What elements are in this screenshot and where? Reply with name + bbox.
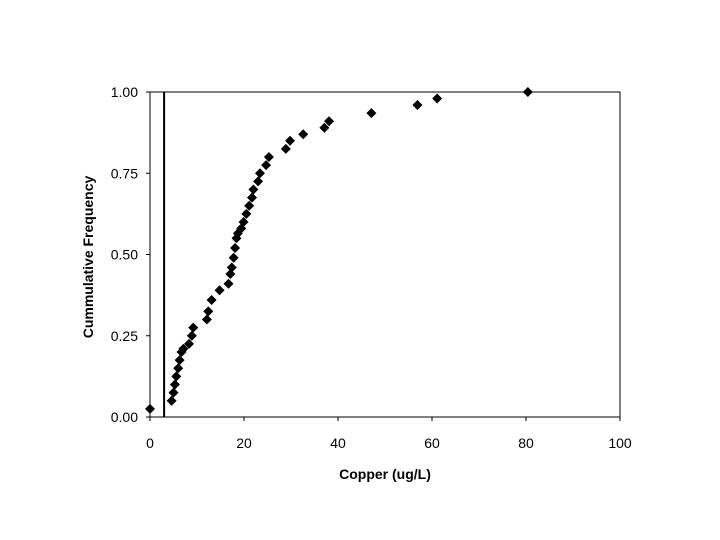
y-axis-ticks: 0.00 0.25 0.50 0.75 1.00 xyxy=(111,84,150,425)
data-point xyxy=(298,129,309,140)
y-tick-label: 0.50 xyxy=(111,247,138,263)
data-point xyxy=(238,217,249,227)
data-point xyxy=(169,379,180,390)
data-point xyxy=(285,135,296,146)
x-tick-label: 0 xyxy=(146,435,154,451)
data-point xyxy=(188,322,199,333)
plot-area xyxy=(149,91,621,418)
data-point xyxy=(412,100,423,110)
data-point xyxy=(201,314,212,325)
y-tick-label: 1.00 xyxy=(111,84,138,100)
data-point xyxy=(248,184,259,195)
data-point xyxy=(246,192,257,203)
data-point xyxy=(244,200,255,211)
data-point xyxy=(166,395,177,406)
y-tick-label: 0.00 xyxy=(111,409,138,425)
x-tick-label: 40 xyxy=(330,435,346,451)
y-axis-title: Cummulative Frequency xyxy=(80,175,96,338)
data-point xyxy=(184,338,195,349)
data-point xyxy=(214,285,225,296)
x-tick-label: 80 xyxy=(518,435,534,451)
y-tick-label: 0.75 xyxy=(111,165,138,181)
x-tick-label: 60 xyxy=(424,435,440,451)
data-point xyxy=(366,108,377,119)
data-point xyxy=(253,176,264,187)
data-points xyxy=(145,87,533,414)
x-axis-title: Copper (ug/L) xyxy=(339,466,431,482)
data-point xyxy=(319,122,330,133)
y-tick-label: 0.25 xyxy=(111,328,138,344)
data-point xyxy=(241,208,252,219)
data-point xyxy=(280,143,291,154)
data-point xyxy=(261,160,272,171)
data-point xyxy=(226,262,237,273)
x-tick-label: 100 xyxy=(608,435,632,451)
data-point xyxy=(174,355,185,366)
data-point xyxy=(206,295,217,305)
data-point xyxy=(228,252,239,263)
data-point xyxy=(254,168,265,179)
data-point xyxy=(186,330,197,341)
data-point xyxy=(324,116,335,127)
data-point xyxy=(203,306,214,317)
data-point xyxy=(178,343,189,354)
data-point xyxy=(223,278,234,289)
data-point xyxy=(263,152,274,162)
data-point xyxy=(432,93,443,104)
data-point xyxy=(168,387,179,398)
data-point xyxy=(225,269,236,279)
data-point xyxy=(230,243,241,253)
x-tick-label: 20 xyxy=(236,435,252,451)
data-point xyxy=(173,363,184,374)
data-point xyxy=(171,371,182,382)
x-axis-ticks: 0 20 40 60 80 100 xyxy=(146,417,632,451)
data-point xyxy=(145,403,155,414)
data-point xyxy=(522,87,533,97)
